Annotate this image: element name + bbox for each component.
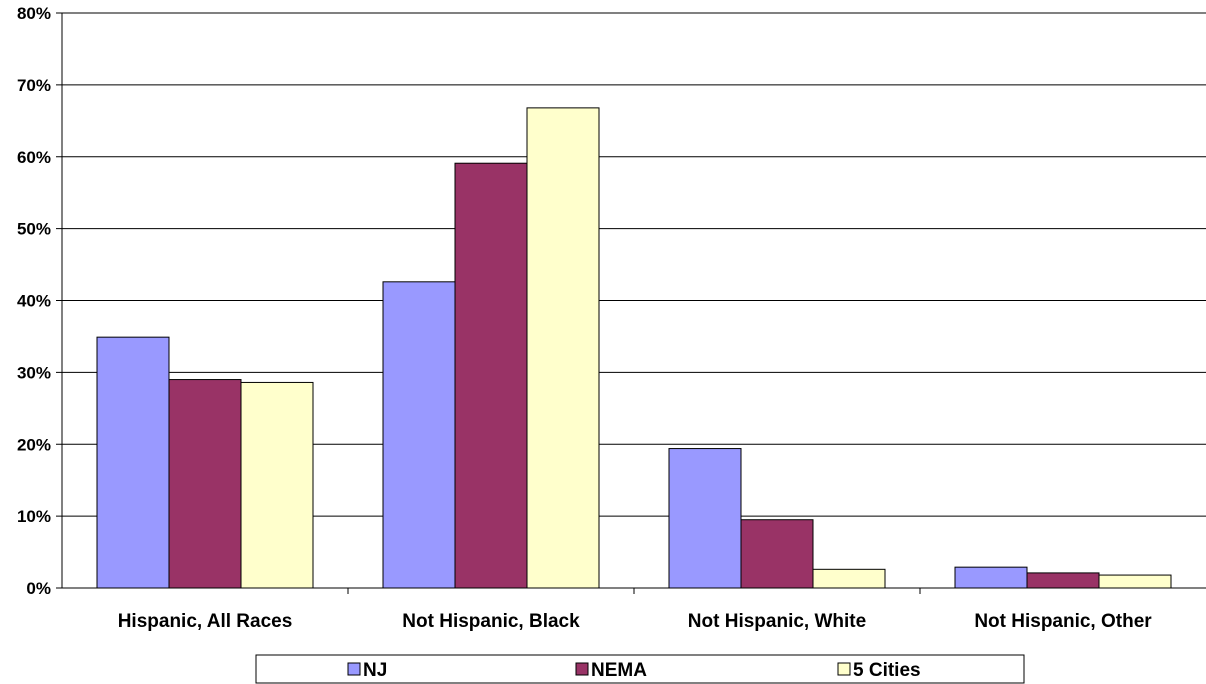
y-tick-label: 60%	[17, 148, 51, 167]
y-axis-ticks: 0% 10% 20% 30% 40% 50% 60% 70% 80%	[17, 4, 62, 598]
bar-5-cities	[1098, 574, 1172, 589]
bar-nj	[382, 281, 456, 589]
bar-nema	[740, 519, 814, 589]
legend-label: 5 Cities	[853, 660, 921, 681]
y-tick-label: 10%	[17, 507, 51, 526]
legend-label: NEMA	[591, 660, 647, 681]
y-tick-label: 80%	[17, 4, 51, 23]
bar-nj	[96, 336, 170, 589]
legend-box	[255, 654, 1025, 684]
x-tick-label: Not Hispanic, Black	[402, 611, 580, 632]
legend: NJ NEMA 5 Cities	[255, 654, 1025, 684]
bar-nema	[1026, 572, 1100, 589]
y-tick-label: 0%	[26, 579, 51, 598]
bar-nj	[954, 566, 1028, 589]
x-tick-label: Hispanic, All Races	[118, 611, 293, 632]
legend-swatch	[347, 662, 361, 676]
x-tick-label: Not Hispanic, White	[688, 611, 866, 632]
bar-nema	[168, 379, 242, 589]
bar-5-cities	[812, 568, 886, 589]
x-tick-label: Not Hispanic, Other	[974, 611, 1152, 632]
bars	[96, 107, 1172, 589]
bar-nj	[668, 448, 742, 589]
bar-nema	[454, 162, 528, 589]
bar-5-cities	[240, 381, 314, 589]
bar-5-cities	[526, 107, 600, 589]
legend-swatch	[837, 662, 851, 676]
y-tick-label: 50%	[17, 220, 51, 239]
y-tick-label: 40%	[17, 292, 51, 311]
legend-swatch	[575, 662, 589, 676]
y-tick-label: 20%	[17, 435, 51, 454]
y-tick-label: 30%	[17, 363, 51, 382]
legend-label: NJ	[363, 660, 387, 681]
y-tick-label: 70%	[17, 76, 51, 95]
x-axis-ticks: Hispanic, All Races Not Hispanic, Black No…	[118, 588, 1152, 632]
